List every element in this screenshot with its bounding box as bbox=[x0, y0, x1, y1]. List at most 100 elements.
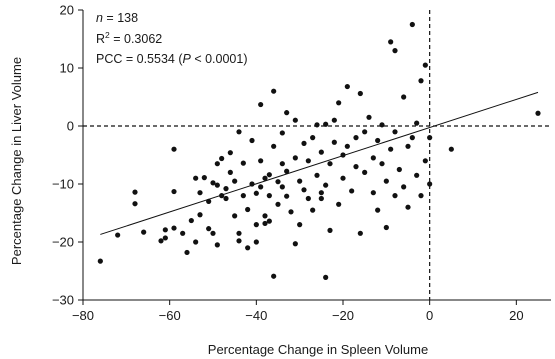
data-point bbox=[214, 242, 220, 248]
data-point bbox=[279, 184, 285, 190]
data-point bbox=[318, 195, 324, 202]
data-point bbox=[405, 143, 411, 149]
data-point bbox=[370, 190, 376, 196]
data-point bbox=[206, 198, 212, 204]
data-point bbox=[162, 227, 168, 233]
data-point bbox=[405, 204, 411, 210]
data-point bbox=[162, 235, 168, 241]
data-point bbox=[223, 186, 229, 192]
data-point bbox=[97, 258, 103, 264]
data-point bbox=[409, 135, 415, 141]
data-point bbox=[297, 222, 303, 228]
data-point bbox=[141, 229, 147, 235]
data-point bbox=[262, 213, 268, 219]
annotation-n: n = 138 bbox=[96, 11, 138, 25]
data-point bbox=[262, 175, 268, 181]
data-point bbox=[375, 207, 381, 213]
y-tick-label: −10 bbox=[52, 177, 74, 192]
data-point bbox=[279, 130, 285, 136]
data-point bbox=[240, 160, 246, 166]
data-point bbox=[344, 143, 350, 149]
x-tick-label: −20 bbox=[332, 308, 354, 323]
annotation-pcc: PCC = 0.5534 (P < 0.0001) bbox=[96, 52, 248, 66]
data-point bbox=[236, 230, 242, 236]
data-point bbox=[353, 164, 359, 170]
data-point bbox=[314, 172, 320, 178]
data-point bbox=[331, 139, 337, 145]
data-point bbox=[275, 201, 281, 207]
data-point bbox=[392, 193, 398, 199]
n-symbol: n bbox=[96, 11, 103, 25]
data-point bbox=[318, 149, 324, 155]
data-point bbox=[223, 195, 229, 202]
data-point bbox=[193, 175, 199, 181]
data-point bbox=[206, 226, 212, 232]
data-point bbox=[336, 100, 342, 106]
data-point bbox=[314, 122, 320, 128]
y-tick-label: 10 bbox=[60, 61, 74, 76]
data-point bbox=[383, 178, 389, 184]
data-point bbox=[275, 179, 281, 185]
data-point bbox=[310, 135, 316, 141]
data-point bbox=[240, 193, 246, 199]
data-point bbox=[396, 166, 402, 173]
data-point bbox=[232, 178, 238, 184]
data-point bbox=[249, 181, 255, 187]
data-point bbox=[301, 140, 307, 146]
data-point bbox=[292, 117, 298, 123]
data-point bbox=[171, 225, 177, 231]
data-point bbox=[448, 146, 454, 152]
data-point bbox=[132, 189, 138, 195]
data-point bbox=[253, 239, 259, 245]
x-axis-title: Percentage Change in Spleen Volume bbox=[208, 342, 428, 357]
data-point bbox=[340, 152, 346, 158]
x-tick-label: 0 bbox=[426, 308, 433, 323]
data-point bbox=[214, 182, 220, 188]
x-tick-label: −40 bbox=[245, 308, 267, 323]
data-point bbox=[366, 114, 372, 120]
data-point bbox=[171, 188, 177, 195]
data-point bbox=[245, 245, 251, 251]
data-point bbox=[427, 135, 433, 141]
data-point bbox=[245, 206, 251, 213]
r2-superscript: 2 bbox=[105, 30, 110, 40]
data-point bbox=[323, 121, 329, 127]
pcc-p-value: < 0.0001) bbox=[191, 52, 248, 66]
data-point bbox=[292, 155, 298, 161]
data-point bbox=[310, 207, 316, 213]
data-point bbox=[422, 62, 428, 68]
data-point bbox=[318, 190, 324, 196]
data-point bbox=[197, 190, 203, 196]
data-point bbox=[258, 184, 264, 190]
data-point bbox=[284, 110, 290, 116]
data-point bbox=[349, 188, 355, 194]
data-point bbox=[375, 137, 381, 144]
data-point bbox=[297, 178, 303, 184]
data-point bbox=[379, 161, 385, 167]
data-point bbox=[219, 193, 225, 199]
data-point bbox=[418, 193, 424, 199]
y-tick-label: −30 bbox=[52, 293, 74, 308]
data-point bbox=[171, 146, 177, 152]
data-point bbox=[262, 220, 268, 227]
data-point bbox=[327, 161, 333, 167]
data-point bbox=[266, 193, 272, 199]
data-point bbox=[197, 212, 203, 218]
data-point bbox=[379, 122, 385, 128]
data-point bbox=[201, 175, 207, 181]
data-point bbox=[336, 201, 342, 207]
data-point bbox=[331, 117, 337, 123]
data-point bbox=[158, 238, 164, 244]
data-point bbox=[353, 135, 359, 141]
data-point bbox=[535, 110, 541, 116]
data-point bbox=[418, 78, 424, 84]
data-point bbox=[383, 224, 389, 231]
data-points bbox=[97, 21, 541, 280]
x-axis-ticks: −80 −60 −40 −20 0 20 bbox=[72, 300, 524, 323]
data-point bbox=[292, 241, 298, 247]
annotation-r2: R2 = 0.3062 bbox=[96, 30, 162, 46]
data-point bbox=[427, 181, 433, 187]
data-point bbox=[323, 274, 329, 280]
data-point bbox=[115, 232, 121, 238]
